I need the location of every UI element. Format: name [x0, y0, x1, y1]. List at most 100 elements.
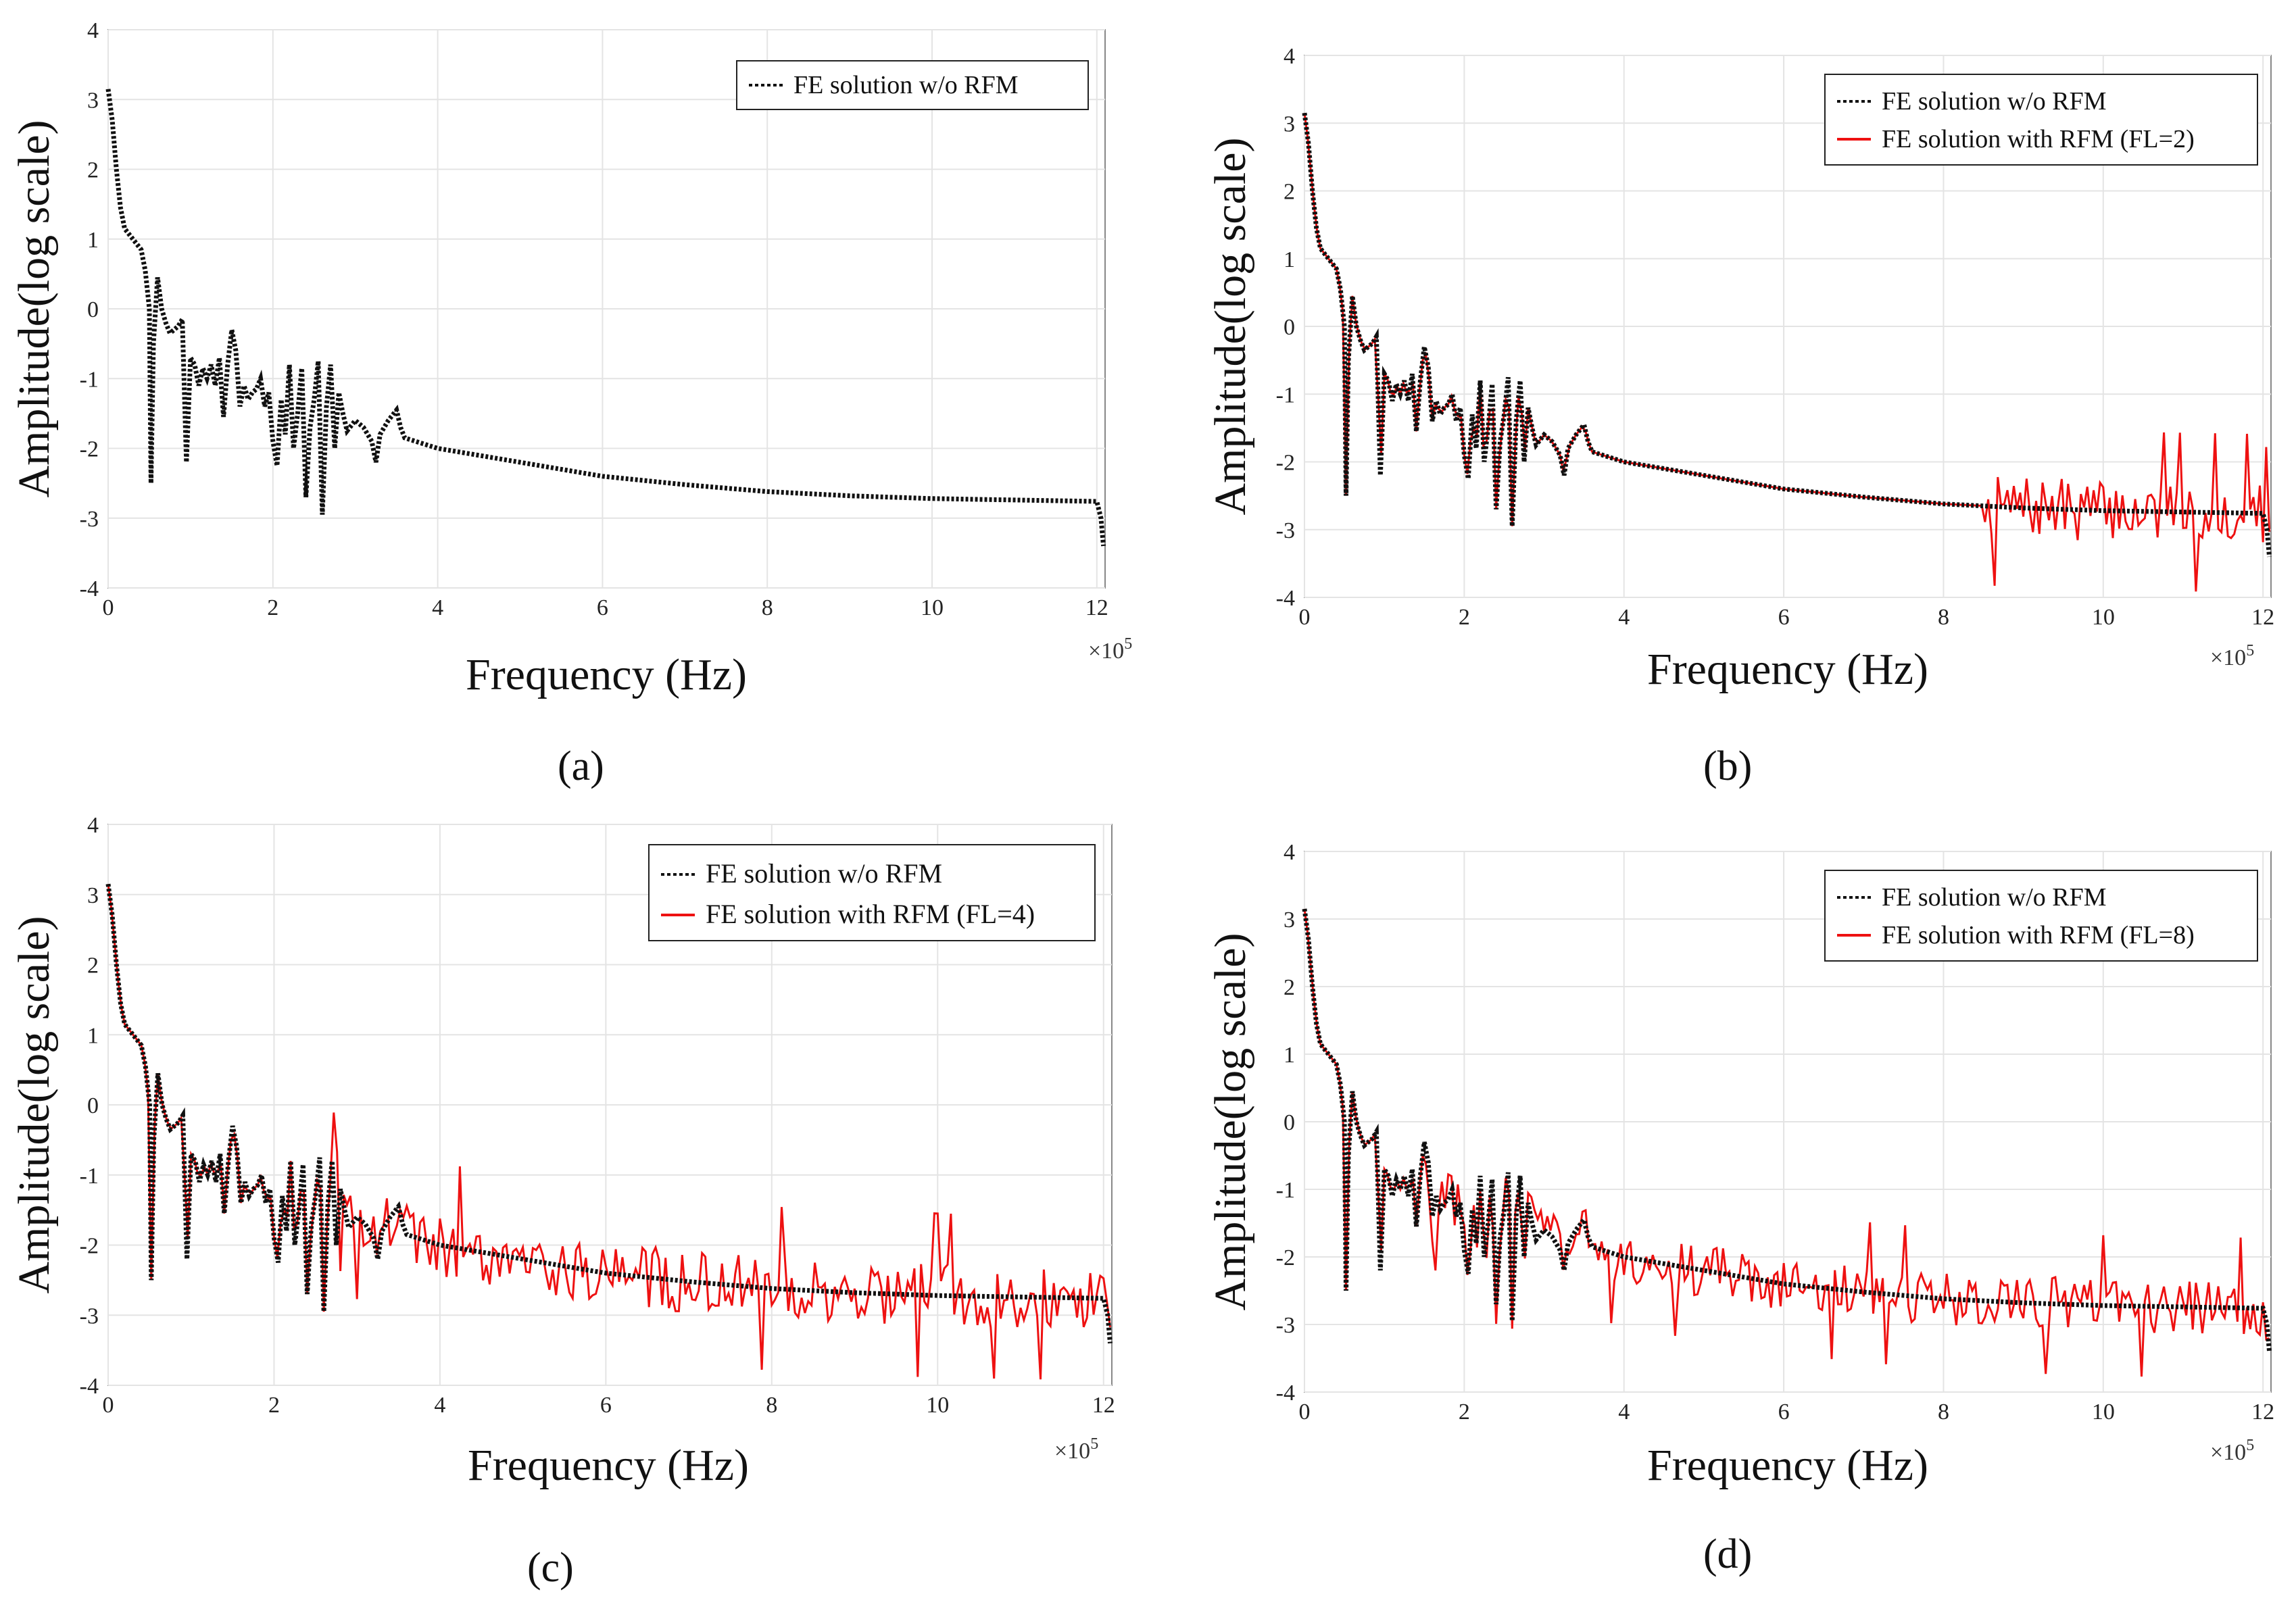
x-tick-label: 12 — [1085, 595, 1108, 620]
y-tick-label: -3 — [1276, 518, 1295, 543]
y-axis-label: Amplitude(log scale) — [9, 120, 59, 497]
x-tick-label: 0 — [103, 595, 114, 620]
y-axis-label: Amplitude(log scale) — [1206, 137, 1255, 515]
series-group — [105, 89, 1106, 547]
x-tick-label: 2 — [1459, 605, 1470, 630]
x-tick-label: 2 — [267, 595, 278, 620]
y-tick-label: 3 — [1284, 111, 1295, 137]
legend-box — [1824, 870, 2258, 962]
x-tick-label: 8 — [1938, 1399, 1949, 1424]
y-tick-label: -2 — [1276, 451, 1295, 476]
legend-box — [736, 60, 1089, 110]
series-group — [1302, 112, 2272, 592]
x-axis-label: Frequency (Hz) — [468, 1441, 749, 1490]
y-tick-label: 0 — [87, 297, 99, 322]
y-tick-label: 3 — [87, 88, 99, 113]
series-line-baseline — [1302, 908, 2272, 1352]
y-tick-label: 4 — [87, 18, 99, 43]
legend-label-rfm: FE solution with RFM (FL=4) — [706, 899, 1035, 929]
y-tick-label: -1 — [1276, 382, 1295, 407]
x-tick-label: 2 — [268, 1393, 280, 1418]
y-tick-label: 0 — [1284, 1110, 1295, 1135]
legend: FE solution w/o RFM FE solution with RFM… — [1824, 870, 2258, 962]
series-line-baseline — [1302, 112, 2272, 557]
y-tick-label: 0 — [87, 1093, 99, 1118]
y-tick-label: -3 — [80, 507, 99, 532]
y-tick-label: -1 — [1276, 1178, 1295, 1203]
y-tick-label: -4 — [1276, 1381, 1295, 1406]
y-tick-label: 1 — [1284, 247, 1295, 272]
x-tick-label: 10 — [2092, 605, 2115, 630]
x-axis-label: Frequency (Hz) — [1647, 645, 1928, 694]
y-tick-label: -4 — [80, 1374, 99, 1399]
y-tick-label: -4 — [1276, 586, 1295, 611]
legend-box — [1824, 74, 2258, 166]
legend-box — [648, 844, 1096, 941]
panel-label: (c) — [527, 1545, 574, 1591]
x-exponent: ×105 — [1054, 1435, 1098, 1464]
y-tick-label: -2 — [1276, 1245, 1295, 1270]
x-tick-label: 6 — [1778, 1399, 1790, 1424]
series-line-baseline — [105, 89, 1106, 547]
x-tick-label: 8 — [762, 595, 773, 620]
series-group — [105, 883, 1113, 1380]
x-tick-label: 2 — [1459, 1399, 1470, 1424]
x-tick-label: 10 — [2092, 1399, 2115, 1424]
legend: FE solution w/o RFM FE solution with RFM… — [648, 844, 1096, 941]
grid — [1304, 851, 2271, 1393]
x-exponent: ×105 — [2210, 1437, 2254, 1465]
series-group — [1302, 908, 2272, 1377]
x-tick-label: 0 — [1299, 1399, 1311, 1424]
y-tick-label: -3 — [80, 1304, 99, 1329]
y-tick-label: 2 — [87, 158, 99, 183]
legend-label-baseline: FE solution w/o RFM — [1882, 883, 2107, 912]
x-tick-label: 0 — [1299, 605, 1311, 630]
legend-label-baseline: FE solution w/o RFM — [1882, 87, 2107, 116]
legend-label-baseline: FE solution w/o RFM — [706, 858, 942, 889]
y-axis-label: Amplitude(log scale) — [9, 916, 59, 1293]
y-tick-label: 4 — [1284, 840, 1295, 865]
x-tick-label: 10 — [921, 595, 944, 620]
y-tick-label: 0 — [1284, 315, 1295, 340]
x-tick-label: 6 — [1778, 605, 1790, 630]
grid — [107, 29, 1105, 589]
y-tick-label: 3 — [1284, 908, 1295, 933]
x-tick-label: 10 — [926, 1393, 949, 1418]
y-tick-label: 2 — [1284, 180, 1295, 205]
y-tick-label: 1 — [87, 1023, 99, 1048]
x-tick-label: 0 — [103, 1393, 114, 1418]
y-tick-label: 2 — [1284, 975, 1295, 1000]
y-tick-label: 3 — [87, 883, 99, 908]
x-tick-label: 4 — [1618, 1399, 1630, 1424]
x-tick-label: 4 — [432, 595, 443, 620]
legend-label-baseline: FE solution w/o RFM — [793, 71, 1019, 99]
x-tick-label: 12 — [1092, 1393, 1115, 1418]
legend: FE solution w/o RFM FE solution with RFM… — [1824, 74, 2258, 166]
y-tick-label: 1 — [1284, 1043, 1295, 1068]
x-axis-label: Frequency (Hz) — [1647, 1441, 1928, 1490]
x-tick-label: 8 — [1938, 605, 1949, 630]
legend-label-rfm: FE solution with RFM (FL=8) — [1882, 921, 2195, 949]
y-tick-label: 1 — [87, 228, 99, 253]
panel-label: (a) — [558, 743, 604, 789]
x-exponent: ×105 — [1088, 635, 1132, 664]
panel-label: (d) — [1703, 1531, 1752, 1577]
x-tick-label: 12 — [2251, 1399, 2274, 1424]
series-line-baseline — [105, 883, 1113, 1344]
x-axis-label: Frequency (Hz) — [466, 650, 747, 699]
y-axis-label: Amplitude(log scale) — [1206, 933, 1255, 1310]
y-tick-label: -1 — [80, 367, 99, 392]
y-tick-label: 4 — [87, 813, 99, 838]
y-tick-label: -4 — [80, 576, 99, 601]
y-tick-label: -2 — [80, 437, 99, 462]
x-tick-label: 4 — [434, 1393, 445, 1418]
legend: FE solution w/o RFM — [736, 60, 1089, 110]
